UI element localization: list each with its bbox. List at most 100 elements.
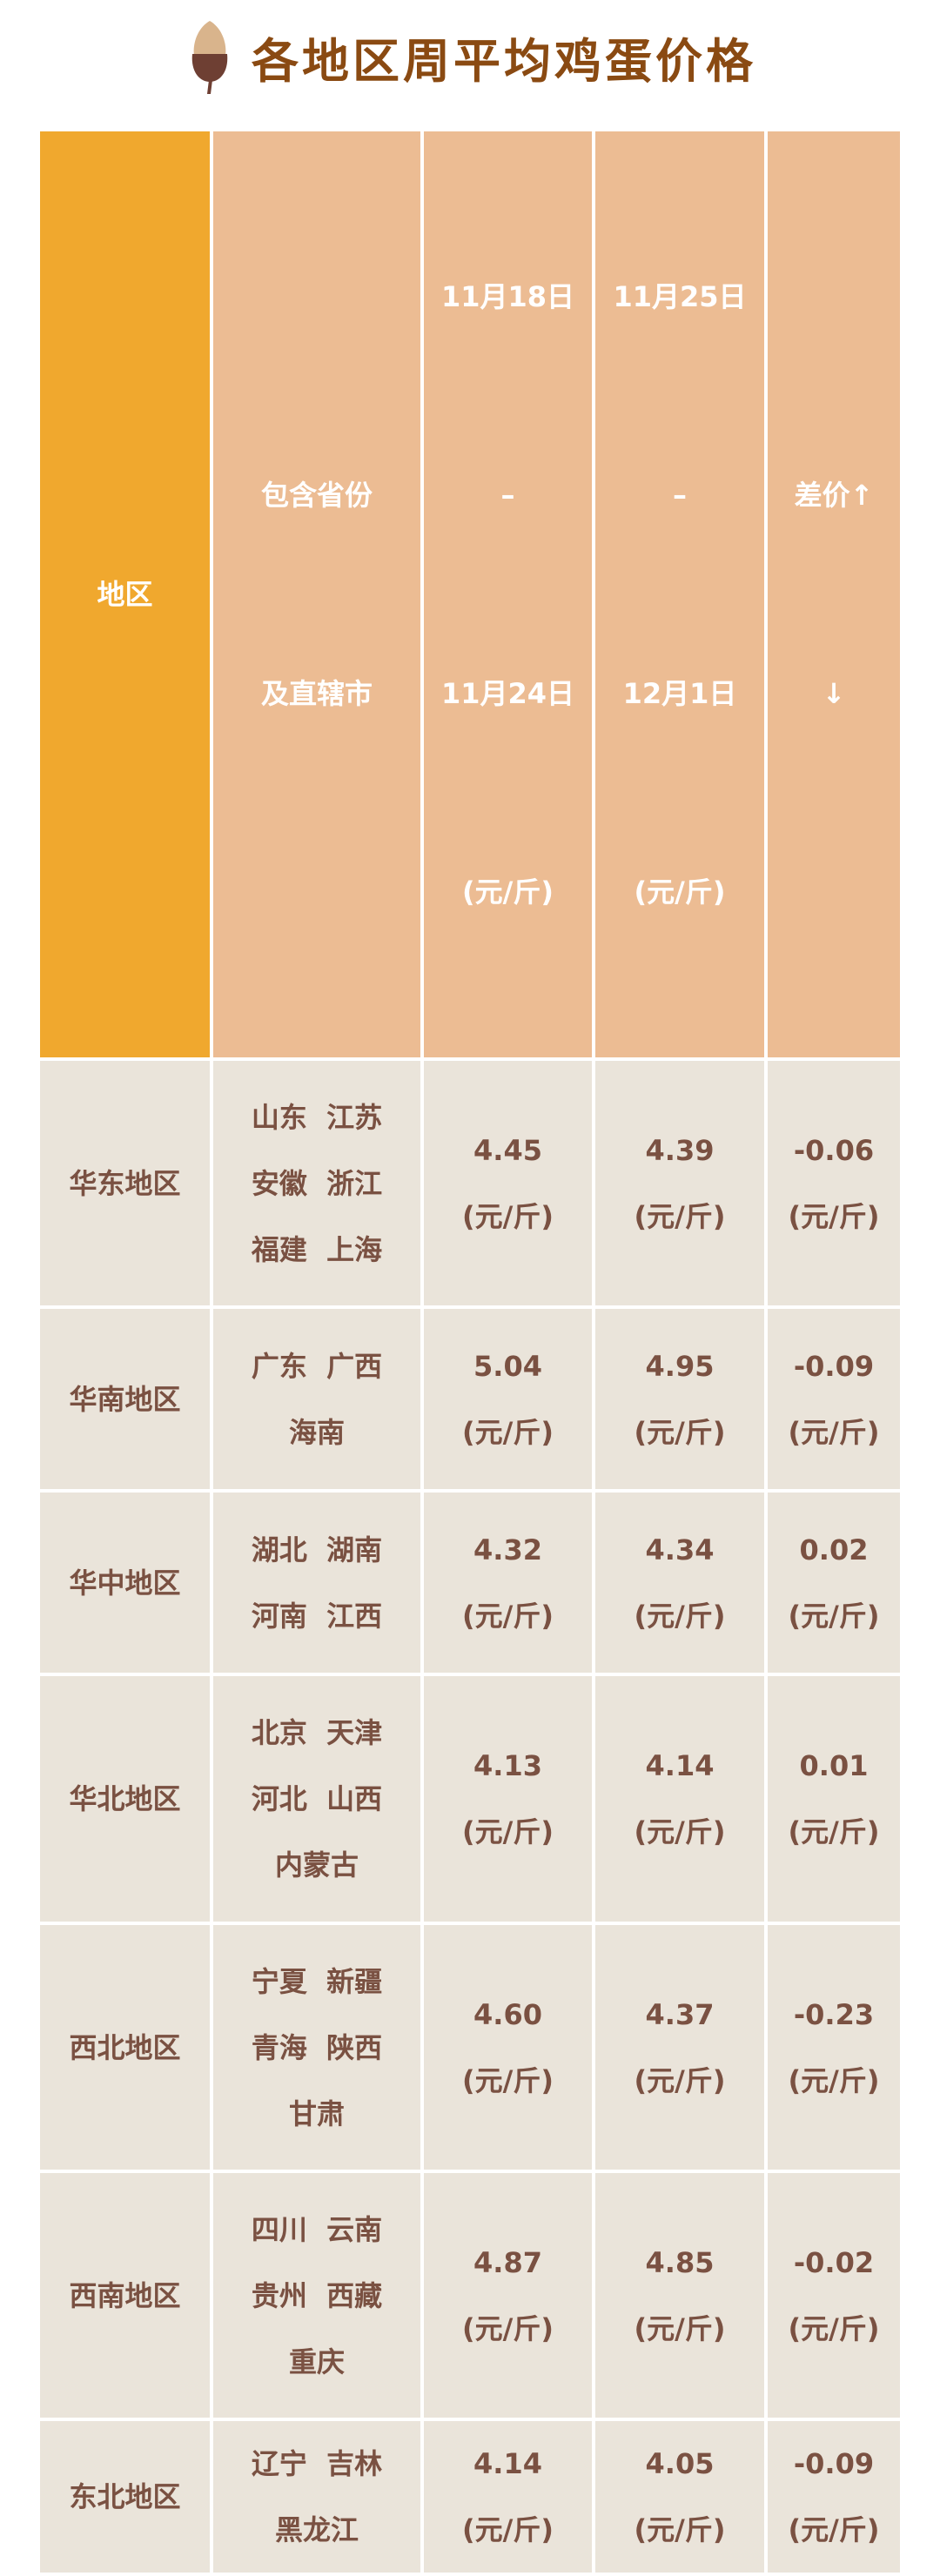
- region-cell: 华东地区: [40, 1061, 210, 1305]
- table-row: 华北地区 北京 天津 河北 山西 内蒙古 4.13 (元/斤) 4.14 (元/斤) 0.01(…: [40, 1676, 900, 1922]
- week1-price-cell-text: (元/斤): [462, 2513, 554, 2546]
- provinces-cell-text: 青海 陕西: [251, 2030, 383, 2064]
- region-cell-text: 东北地区: [69, 2480, 181, 2513]
- provinces-cell: 宁夏 新疆 青海 陕西 甘肃: [213, 1925, 420, 2170]
- week2-price-cell-text: (元/斤): [634, 1815, 726, 1848]
- week1-price-cell-text: 4.14: [473, 2447, 542, 2480]
- provinces-cell-text: 山东 江苏: [251, 1100, 383, 1134]
- region-cell-text: 华南地区: [69, 1382, 181, 1416]
- price-diff-cell-text: (元/斤): [788, 2311, 880, 2345]
- week1-price-cell: 4.45 (元/斤): [424, 1061, 592, 1305]
- week1-price-cell: 4.14 (元/斤): [424, 2421, 592, 2573]
- price-diff-cell-text: -0.02: [793, 2245, 875, 2279]
- provinces-cell-text: 甘肃: [288, 2096, 345, 2130]
- region-cell-text: 西北地区: [69, 2030, 181, 2064]
- table-row: 西北地区 宁夏 新疆 青海 陕西 甘肃 4.60 (元/斤) 4.37 (元/斤) -0.23(…: [40, 1925, 900, 2170]
- header-region: 地区: [40, 131, 210, 1057]
- week2-price-cell: 4.37 (元/斤): [595, 1925, 764, 2170]
- price-diff-cell-text: (元/斤): [788, 1599, 880, 1633]
- table-row: 华东地区 山东 江苏 安徽 浙江 福建 上海 4.45 (元/斤) 4.39 (元/斤) -0.…: [40, 1061, 900, 1305]
- provinces-cell: 辽宁 吉林 黑龙江: [213, 2421, 420, 2573]
- provinces-cell-text: 内蒙古: [274, 1848, 359, 1882]
- week2-price-cell: 4.95 (元/斤): [595, 1309, 764, 1489]
- provinces-cell-text: 重庆: [288, 2345, 345, 2378]
- week1-price-cell-text: (元/斤): [462, 1199, 554, 1233]
- week1-price-cell-text: 4.87: [473, 2245, 542, 2279]
- header-text: (元/斤): [462, 875, 554, 909]
- week1-price-cell-text: 4.60: [473, 1997, 542, 2031]
- week2-price-cell-text: (元/斤): [634, 1415, 726, 1449]
- week2-price-cell-text: 4.37: [645, 1997, 715, 2031]
- week1-price-cell-text: 4.45: [473, 1133, 542, 1167]
- week2-price-cell-text: (元/斤): [634, 2311, 726, 2345]
- region-cell-text: 华北地区: [69, 1782, 181, 1815]
- acorn-icon: [191, 21, 228, 94]
- price-diff-cell: 0.01 (元/斤): [768, 1676, 900, 1922]
- provinces-cell-text: 四川 云南: [251, 2212, 383, 2246]
- header-week1: 11月18日 – 11月24日 (元/斤): [424, 131, 592, 1057]
- header-text: 11月18日: [440, 280, 575, 313]
- provinces-cell: 四川 云南贵州 西藏重庆: [213, 2173, 420, 2418]
- provinces-cell-text: 安徽 浙江: [251, 1166, 383, 1200]
- region-cell: 华南地区: [40, 1309, 210, 1489]
- week1-price-cell-text: (元/斤): [462, 2311, 554, 2345]
- provinces-cell-text: 河南 江西: [251, 1599, 383, 1633]
- region-cell-text: 西南地区: [69, 2278, 181, 2312]
- week2-price-cell-text: 4.05: [645, 2447, 715, 2480]
- price-diff-cell: -0.09 (元/斤): [768, 2421, 900, 2573]
- week1-price-cell-text: (元/斤): [462, 1599, 554, 1633]
- week1-price-cell: 4.60 (元/斤): [424, 1925, 592, 2170]
- week2-price-cell-text: 4.34: [645, 1533, 715, 1566]
- page-title: 各地区周平均鸡蛋价格: [252, 33, 756, 89]
- header-diff: 差价↑ ↓: [768, 131, 900, 1057]
- week1-price-cell-text: (元/斤): [462, 1815, 554, 1848]
- week2-price-cell-text: 4.95: [645, 1349, 715, 1383]
- provinces-cell-text: 北京 天津: [251, 1716, 383, 1749]
- provinces-cell-text: 湖北 湖南: [251, 1533, 383, 1566]
- week2-price-cell-text: (元/斤): [634, 2513, 726, 2546]
- table-row: 华中地区 湖北 湖南 河南 江西 4.32 (元/斤) 4.34 (元/斤) 0.02 (元/斤…: [40, 1493, 900, 1673]
- week2-price-cell-text: (元/斤): [634, 1199, 726, 1233]
- provinces-cell-text: 黑龙江: [274, 2513, 359, 2546]
- egg-price-table: 地区 包含省份 及直辖市 11月18日 – 11月24日 (元/斤) 11月25…: [37, 128, 903, 2576]
- header-week2: 11月25日 – 12月1日 (元/斤): [595, 131, 764, 1057]
- provinces-cell-text: 贵州 西藏: [251, 2278, 383, 2312]
- price-diff-cell: -0.06 (元/斤): [768, 1061, 900, 1305]
- price-diff-cell: -0.23 (元/斤): [768, 1925, 900, 2170]
- region-cell: 华中地区: [40, 1493, 210, 1673]
- provinces-cell: 广东 广西 海南: [213, 1309, 420, 1489]
- price-diff-cell-text: -0.09: [793, 2447, 875, 2480]
- provinces-cell-text: 辽宁 吉林: [251, 2447, 383, 2480]
- week2-price-cell-text: (元/斤): [634, 1599, 726, 1633]
- price-diff-cell: -0.09 (元/斤): [768, 1309, 900, 1489]
- week2-price-cell: 4.34 (元/斤): [595, 1493, 764, 1673]
- region-cell: 西北地区: [40, 1925, 210, 2170]
- week2-price-cell-text: 4.85: [645, 2245, 715, 2279]
- region-cell: 华北地区: [40, 1676, 210, 1922]
- table-row: 华南地区 广东 广西 海南 5.04 (元/斤) 4.95 (元/斤) -0.09 (元/斤): [40, 1309, 900, 1489]
- provinces-cell-text: 河北 山西: [251, 1782, 383, 1815]
- week2-price-cell: 4.05 (元/斤): [595, 2421, 764, 2573]
- header-provinces: 包含省份 及直辖市: [213, 131, 420, 1057]
- week2-price-cell-text: 4.14: [645, 1749, 715, 1782]
- header-text: 及直辖市: [260, 677, 373, 710]
- price-diff-cell-text: -0.06: [793, 1133, 875, 1167]
- price-diff-cell-text: (元/斤): [788, 1199, 880, 1233]
- price-diff-cell-text: (元/斤): [788, 2513, 880, 2546]
- week1-price-cell-text: (元/斤): [462, 2063, 554, 2097]
- provinces-cell-text: 福建 上海: [251, 1232, 383, 1266]
- header-text: 11月24日: [440, 677, 575, 710]
- price-diff-cell-text: (元/斤): [788, 1815, 880, 1848]
- header-row: 地区 包含省份 及直辖市 11月18日 – 11月24日 (元/斤) 11月25…: [40, 131, 900, 1057]
- price-diff-cell-text: -0.09: [793, 1349, 875, 1383]
- provinces-cell-text: 广东 广西: [251, 1349, 383, 1383]
- header-text: –: [673, 479, 687, 512]
- price-diff-cell-text: 0.01: [799, 1749, 869, 1782]
- price-diff-cell-text: -0.23: [793, 1997, 875, 2031]
- week1-price-cell-text: 4.13: [473, 1749, 542, 1782]
- week1-price-cell-text: (元/斤): [462, 1415, 554, 1449]
- title-bar: 各地区周平均鸡蛋价格: [0, 0, 940, 113]
- provinces-cell-text: 海南: [288, 1415, 345, 1449]
- region-cell-text: 华中地区: [69, 1566, 181, 1600]
- provinces-cell: 北京 天津河北 山西内蒙古: [213, 1676, 420, 1922]
